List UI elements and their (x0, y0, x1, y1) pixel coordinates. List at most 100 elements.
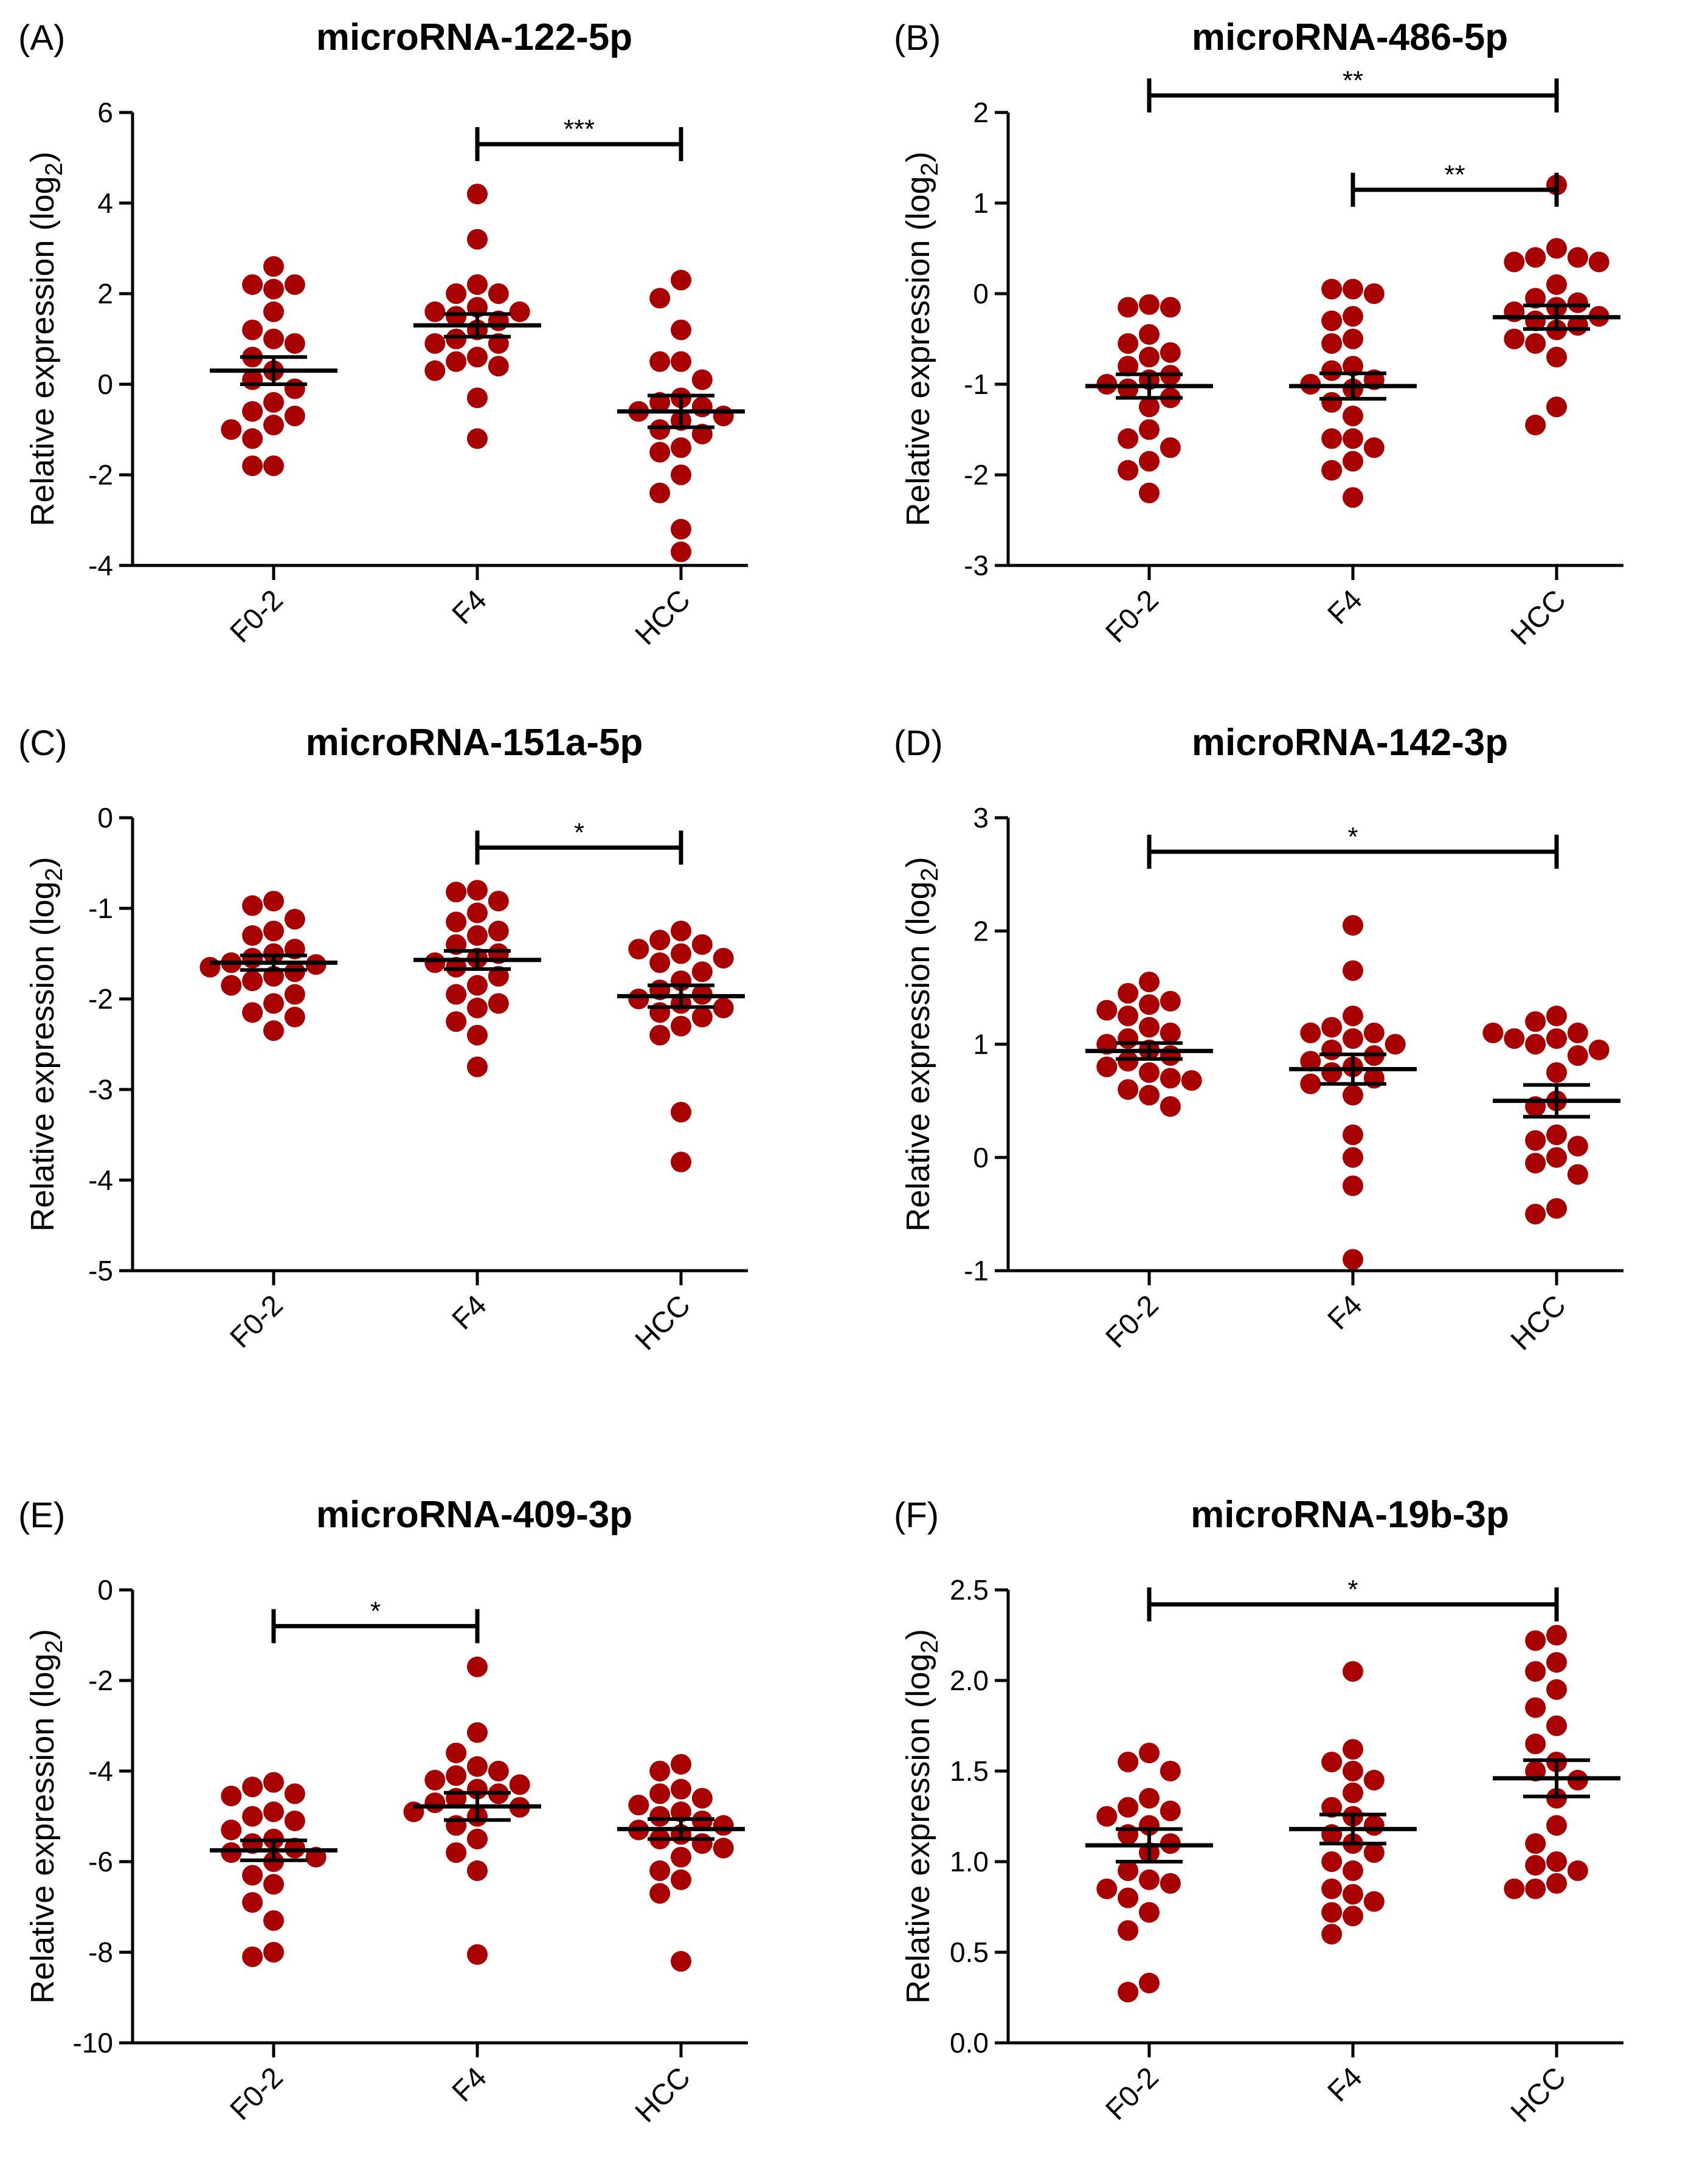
y-axis-label-text: Relative expression (24, 231, 61, 527)
data-point-hcc (1525, 1878, 1546, 1899)
data-point-f4 (1300, 1022, 1321, 1043)
data-point-f4 (467, 184, 488, 205)
data-point-f0-2 (1139, 419, 1160, 440)
data-point-hcc (1567, 1045, 1588, 1066)
y-axis-label-close: ) (900, 1629, 936, 1640)
data-point-f4 (488, 891, 509, 912)
y-axis-label-unit: (log (900, 1653, 936, 1708)
data-point-hcc (649, 1761, 671, 1781)
data-point-f0-2 (242, 401, 263, 422)
data-point-f0-2 (1139, 972, 1160, 993)
data-point-f4 (446, 1742, 467, 1764)
y-axis-label-close: ) (24, 857, 61, 868)
data-point-f4 (488, 1761, 509, 1781)
data-point-f0-2 (263, 1874, 284, 1895)
data-point-f0-2 (242, 1865, 263, 1886)
data-point-f4 (1343, 487, 1363, 508)
data-point-hcc (1525, 247, 1546, 268)
data-point-f0-2 (263, 1801, 284, 1823)
data-point-hcc (691, 1006, 713, 1027)
data-point-hcc (713, 947, 734, 969)
data-point-f4 (509, 1774, 530, 1795)
x-category-label: HCC (629, 584, 697, 651)
data-point-f4 (467, 1944, 488, 1965)
data-point-hcc (649, 930, 671, 951)
data-point-f0-2 (1160, 1045, 1181, 1066)
data-point-f0-2 (1118, 297, 1139, 318)
data-point-f0-2 (242, 1777, 263, 1798)
data-point-f0-2 (284, 1783, 305, 1805)
x-category-label: F4 (446, 584, 493, 630)
y-axis-label-subscript: 2 (916, 868, 943, 881)
y-axis-label-unit: (log (24, 176, 61, 230)
data-point-f4 (1321, 278, 1343, 300)
data-point-f4 (1343, 1860, 1363, 1881)
data-point-hcc (1546, 1652, 1567, 1673)
panel-letter: (D) (894, 724, 943, 763)
panel-b: (B) microRNA-486-5p Relative expression (l… (894, 16, 1623, 651)
x-category-label: F4 (1322, 1289, 1369, 1336)
data-point-f4 (1385, 1034, 1406, 1055)
y-tick-label: 2 (973, 915, 989, 947)
data-point-f0-2 (242, 1002, 263, 1023)
data-point-f0-2 (263, 392, 284, 413)
data-point-f4 (424, 333, 446, 354)
data-point-f0-2 (1139, 1869, 1160, 1890)
data-point-f4 (1343, 1249, 1363, 1270)
data-point-hcc (1546, 1625, 1567, 1646)
data-point-hcc (691, 396, 713, 418)
data-point-hcc (671, 1152, 691, 1173)
data-point-f4 (1343, 1739, 1363, 1760)
data-point-f0-2 (1139, 1085, 1160, 1106)
data-point-f4 (1363, 1891, 1385, 1912)
data-point-f0-2 (284, 1006, 305, 1027)
y-axis-label-unit: (log (900, 176, 936, 230)
x-category-label: F0-2 (224, 584, 289, 649)
data-point-f0-2 (199, 956, 221, 978)
data-point-f4 (1343, 278, 1363, 300)
panel-letter: (C) (18, 724, 67, 763)
data-point-f4 (1343, 1884, 1363, 1905)
y-tick-label: -1 (88, 893, 113, 924)
data-point-f4 (1343, 1085, 1363, 1106)
data-point-hcc (1546, 1815, 1567, 1836)
data-point-hcc (671, 351, 691, 372)
data-point-hcc (1525, 1011, 1546, 1032)
data-point-hcc (671, 541, 691, 562)
data-point-hcc (1525, 288, 1546, 309)
data-point-f4 (1343, 1905, 1363, 1927)
significance-label: *** (564, 114, 595, 144)
data-point-f0-2 (1160, 297, 1181, 318)
data-point-f4 (467, 1056, 488, 1077)
data-point-hcc (1588, 251, 1609, 272)
data-point-f0-2 (1139, 482, 1160, 503)
data-point-f0-2 (263, 301, 284, 322)
data-point-hcc (1525, 1833, 1546, 1854)
data-point-f4 (446, 351, 467, 372)
data-point-f4 (1321, 333, 1343, 354)
data-point-hcc (1567, 1136, 1588, 1157)
data-point-f0-2 (284, 406, 305, 427)
y-axis-label-close: ) (24, 1629, 61, 1640)
data-point-f4 (1321, 1797, 1343, 1818)
data-point-f4 (467, 997, 488, 1018)
data-point-f0-2 (1139, 396, 1160, 418)
x-category-label: F4 (446, 1289, 493, 1336)
chart-title: microRNA-19b-3p (1191, 1494, 1509, 1536)
x-category-label: F0-2 (224, 2061, 289, 2126)
data-point-hcc (671, 1869, 691, 1890)
data-point-f0-2 (1160, 1022, 1181, 1043)
data-point-f0-2 (1118, 1920, 1139, 1941)
y-tick-label: -1 (964, 368, 989, 400)
data-point-f4 (467, 1828, 488, 1849)
y-tick-label: -3 (88, 1074, 113, 1105)
data-point-f0-2 (221, 975, 242, 996)
data-point-hcc (1588, 1039, 1609, 1060)
data-point-f0-2 (1096, 1000, 1118, 1021)
data-point-f4 (1363, 1769, 1385, 1791)
data-point-hcc (671, 1015, 691, 1037)
data-point-f0-2 (1139, 451, 1160, 472)
significance-label: ** (1343, 66, 1363, 95)
data-point-hcc (1525, 1630, 1546, 1651)
panel-c: (C) microRNA-151a-5p Relative expression (… (18, 722, 748, 1356)
